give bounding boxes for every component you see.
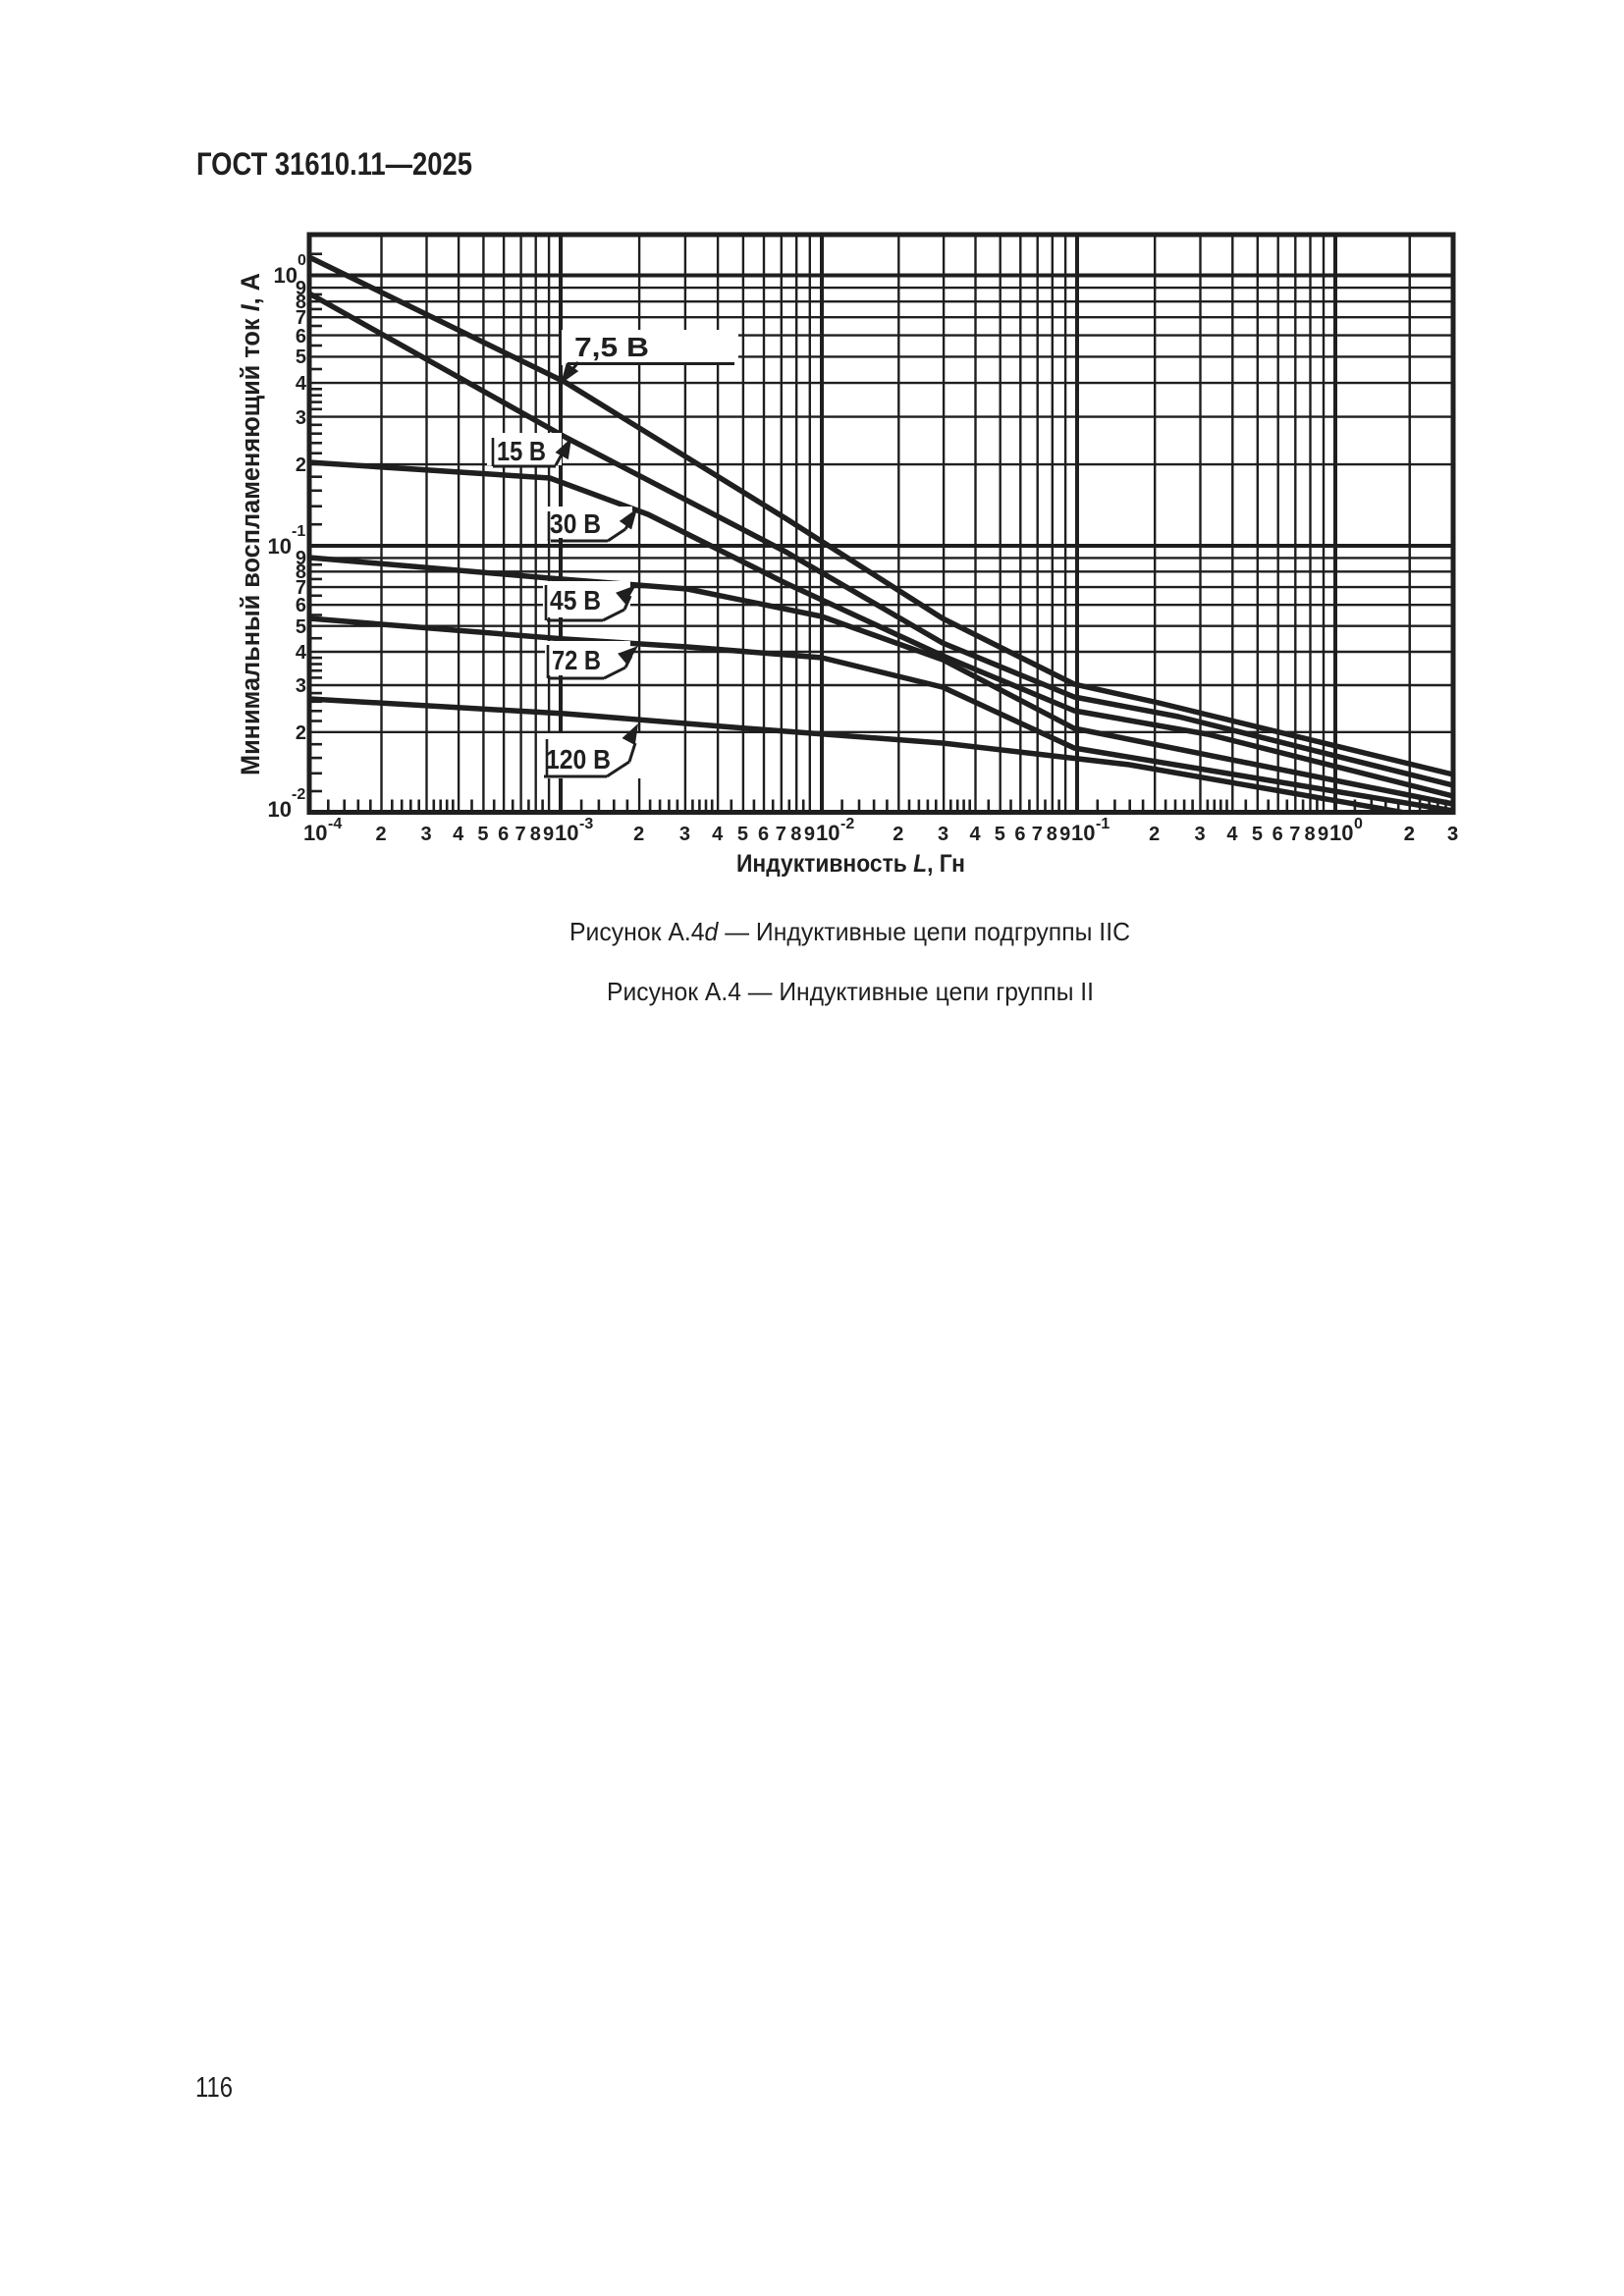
svg-text:116: 116 — [195, 2072, 233, 2104]
svg-text:5: 5 — [477, 824, 488, 845]
svg-text:8: 8 — [1047, 824, 1057, 845]
svg-text:2: 2 — [376, 824, 387, 845]
svg-text:6: 6 — [498, 824, 509, 845]
svg-text:3: 3 — [1447, 824, 1458, 845]
svg-text:4: 4 — [296, 642, 307, 664]
svg-text:120 В: 120 В — [546, 744, 611, 774]
svg-text:5: 5 — [296, 616, 306, 638]
svg-text:7: 7 — [1289, 824, 1300, 845]
svg-text:-2: -2 — [292, 786, 305, 803]
svg-text:10: 10 — [1071, 821, 1095, 845]
svg-text:5: 5 — [296, 347, 306, 368]
svg-text:2: 2 — [296, 722, 306, 744]
svg-text:6: 6 — [296, 326, 306, 347]
svg-text:2: 2 — [1404, 824, 1415, 845]
svg-text:45 В: 45 В — [550, 585, 601, 615]
svg-text:10: 10 — [555, 821, 578, 845]
svg-text:6: 6 — [1272, 824, 1283, 845]
svg-text:15 В: 15 В — [497, 436, 546, 466]
svg-text:Индуктивность L, Гн: Индуктивность L, Гн — [736, 850, 965, 878]
svg-text:Рисунок А.4 — Индуктивные цепи: Рисунок А.4 — Индуктивные цепи группы II — [607, 977, 1094, 1006]
svg-text:-2: -2 — [840, 816, 854, 832]
svg-text:4: 4 — [712, 824, 724, 845]
svg-text:0: 0 — [298, 252, 306, 269]
svg-text:72 В: 72 В — [552, 645, 601, 675]
svg-text:10: 10 — [274, 263, 298, 288]
svg-text:10: 10 — [268, 534, 292, 559]
svg-text:7: 7 — [296, 307, 306, 329]
svg-text:-1: -1 — [1096, 816, 1110, 832]
svg-text:2: 2 — [633, 824, 644, 845]
svg-text:9: 9 — [543, 824, 554, 845]
svg-text:10: 10 — [303, 821, 327, 845]
svg-text:9: 9 — [1059, 824, 1070, 845]
svg-text:8: 8 — [1305, 824, 1316, 845]
svg-text:10: 10 — [816, 821, 839, 845]
svg-text:4: 4 — [970, 824, 982, 845]
svg-text:9: 9 — [804, 824, 815, 845]
svg-text:3: 3 — [938, 824, 948, 845]
svg-text:3: 3 — [296, 675, 306, 697]
svg-text:4: 4 — [453, 824, 464, 845]
svg-text:8: 8 — [296, 561, 306, 583]
svg-text:-4: -4 — [328, 816, 342, 832]
svg-text:5: 5 — [1252, 824, 1263, 845]
svg-text:9: 9 — [296, 278, 306, 299]
svg-text:5: 5 — [995, 824, 1005, 845]
svg-text:6: 6 — [758, 824, 769, 845]
svg-text:0: 0 — [1354, 816, 1363, 832]
svg-text:2: 2 — [893, 824, 903, 845]
svg-text:7: 7 — [1032, 824, 1043, 845]
svg-text:-3: -3 — [579, 816, 593, 832]
svg-text:ГОСТ 31610.11—2025: ГОСТ 31610.11—2025 — [196, 146, 472, 182]
svg-text:3: 3 — [1194, 824, 1205, 845]
svg-text:3: 3 — [679, 824, 690, 845]
svg-text:3: 3 — [420, 824, 431, 845]
svg-text:2: 2 — [296, 454, 306, 476]
svg-text:Минимальный воспламеняющий ток: Минимальный воспламеняющий ток I, А — [236, 273, 265, 775]
svg-text:3: 3 — [1447, 824, 1458, 845]
svg-text:2: 2 — [1149, 824, 1160, 845]
svg-text:7,5 В: 7,5 В — [574, 332, 649, 362]
svg-text:8: 8 — [296, 292, 306, 313]
svg-text:7: 7 — [296, 577, 306, 599]
svg-text:4: 4 — [296, 373, 307, 395]
svg-text:7: 7 — [776, 824, 786, 845]
svg-text:7: 7 — [515, 824, 526, 845]
svg-text:10: 10 — [268, 797, 292, 822]
svg-text:6: 6 — [1014, 824, 1025, 845]
svg-text:5: 5 — [737, 824, 748, 845]
svg-text:9: 9 — [1318, 824, 1328, 845]
svg-text:8: 8 — [790, 824, 801, 845]
svg-text:Рисунок А.4d — Индуктивные цеп: Рисунок А.4d — Индуктивные цепи подгрупп… — [569, 917, 1130, 946]
svg-text:2: 2 — [1404, 824, 1415, 845]
svg-text:-1: -1 — [292, 523, 305, 540]
svg-text:3: 3 — [296, 407, 306, 429]
svg-text:4: 4 — [1226, 824, 1238, 845]
svg-text:30 В: 30 В — [550, 508, 601, 539]
svg-text:8: 8 — [530, 824, 541, 845]
svg-text:9: 9 — [296, 548, 306, 569]
svg-text:10: 10 — [1329, 821, 1353, 845]
svg-text:6: 6 — [296, 595, 306, 616]
